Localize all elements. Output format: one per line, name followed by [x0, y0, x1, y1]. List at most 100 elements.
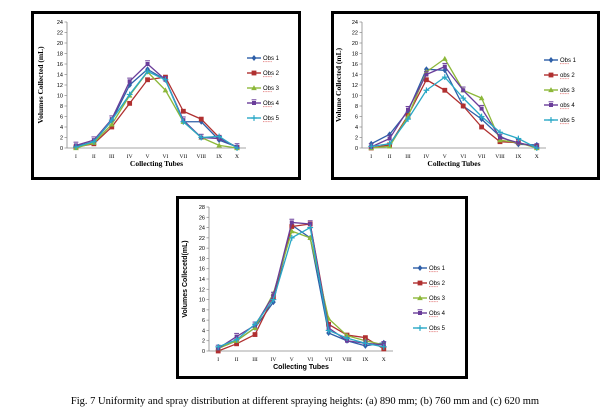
- data-point: [145, 60, 150, 66]
- y-tick-label: 10: [199, 298, 205, 304]
- legend-item: Obs 3: [247, 85, 280, 92]
- legend-item: Obs 2: [247, 70, 280, 77]
- data-point: [424, 70, 429, 77]
- legend-label: Obs 3: [429, 296, 446, 302]
- series-line: [217, 223, 385, 352]
- x-tick-label: II: [388, 154, 392, 160]
- legend-item: Obs 4: [413, 309, 446, 317]
- series-line: [75, 70, 238, 149]
- series-5: [368, 74, 540, 151]
- y-tick-label: 8: [202, 308, 205, 314]
- data-point: [126, 91, 133, 98]
- x-axis-label: Collecting Tubes: [427, 159, 480, 168]
- legend-marker: [251, 115, 257, 121]
- data-point: [479, 104, 484, 111]
- data-point: [180, 118, 187, 125]
- x-tick-label: III: [252, 357, 258, 363]
- legend-marker: [251, 55, 257, 61]
- y-tick-label: 0: [202, 349, 205, 355]
- x-tick-label: VIII: [495, 154, 505, 160]
- y-tick-label: 14: [352, 73, 358, 79]
- legend-marker: [417, 265, 423, 271]
- data-point: [215, 348, 221, 354]
- data-point: [90, 138, 97, 145]
- x-tick-label: VII: [478, 154, 486, 160]
- data-point: [234, 332, 239, 339]
- data-point: [497, 129, 503, 136]
- legend-label: Obs 5: [263, 116, 280, 122]
- x-tick-label: II: [235, 357, 239, 363]
- data-point: [198, 134, 205, 141]
- legend-label: obs 3: [560, 88, 575, 94]
- x-tick-label: X: [235, 154, 239, 160]
- y-tick-label: 18: [199, 256, 205, 262]
- y-tick-label: 24: [57, 20, 63, 26]
- y-tick-label: 26: [199, 215, 205, 221]
- data-point: [442, 55, 448, 61]
- figure-caption: Fig. 7 Uniformity and spray distribution…: [70, 396, 540, 407]
- legend-item: obs 4: [544, 101, 575, 109]
- legend-item: Obs 5: [413, 325, 446, 332]
- legend-label: Obs 2: [263, 71, 280, 77]
- data-point: [215, 343, 222, 350]
- data-point: [325, 327, 332, 334]
- legend-item: Obs 5: [247, 115, 280, 122]
- data-point: [380, 343, 387, 350]
- legend-marker: [548, 87, 554, 93]
- legend-marker: [548, 57, 554, 63]
- series-line: [217, 224, 384, 350]
- x-tick-label: III: [405, 154, 411, 160]
- x-tick-label: VI: [163, 154, 169, 160]
- data-point: [386, 140, 393, 147]
- legend-item: Obs 1: [247, 55, 280, 62]
- series-5: [215, 224, 387, 350]
- legend-label: Obs 1: [263, 56, 280, 62]
- x-tick-label: VI: [460, 154, 466, 160]
- y-tick-label: 16: [57, 62, 63, 68]
- x-tick-label: IV: [423, 154, 429, 160]
- chart-panel-c: 0 2 4 6 8 10 12 14 16 18 20 22 24 26 28 I II III IV V VI VII V…: [176, 196, 468, 379]
- x-axis-label: Collecting Tubes: [273, 364, 329, 371]
- data-point: [460, 103, 466, 109]
- x-tick-label: V: [290, 357, 294, 363]
- legend-marker: [417, 280, 423, 286]
- x-tick-label: X: [535, 154, 539, 160]
- x-tick-label: IV: [270, 357, 276, 363]
- y-tick-label: 14: [199, 277, 205, 283]
- data-point: [162, 76, 169, 83]
- data-point: [144, 68, 151, 75]
- data-point: [234, 145, 240, 151]
- data-point: [362, 340, 369, 347]
- data-point: [497, 137, 503, 143]
- x-axis-label: Collecting Tubes: [130, 159, 183, 168]
- data-point: [442, 62, 448, 69]
- y-tick-label: 4: [202, 328, 205, 334]
- data-point: [252, 324, 258, 330]
- y-tick-label: 10: [57, 94, 63, 100]
- legend-item: Obs 1: [544, 57, 577, 64]
- legend-marker: [548, 101, 554, 107]
- legend-item: obs 3: [544, 87, 575, 94]
- y-tick-label: 22: [352, 31, 358, 37]
- data-point: [108, 121, 115, 127]
- y-tick-label: 4: [60, 125, 63, 131]
- y-tick-label: 12: [352, 83, 358, 89]
- x-tick-label: X: [382, 357, 386, 363]
- y-tick-label: 18: [57, 52, 63, 58]
- legend-marker: [548, 117, 554, 123]
- y-tick-label: 6: [60, 115, 63, 121]
- y-axis-label: Volume Collected (mL): [334, 47, 343, 122]
- y-tick-label: 20: [199, 246, 205, 252]
- y-tick-label: 6: [202, 318, 205, 324]
- x-tick-label: VIII: [197, 154, 207, 160]
- legend-item: Obs 2: [413, 280, 446, 287]
- series-4: [215, 218, 387, 351]
- series-line: [371, 79, 537, 149]
- legend-item: obs 2: [544, 72, 575, 79]
- series-line: [75, 63, 238, 148]
- legend-label: Obs 1: [560, 58, 577, 64]
- y-tick-label: 6: [355, 115, 358, 121]
- y-axis-label: Volumes Collecetd(mL): [182, 240, 189, 317]
- data-point: [198, 116, 204, 122]
